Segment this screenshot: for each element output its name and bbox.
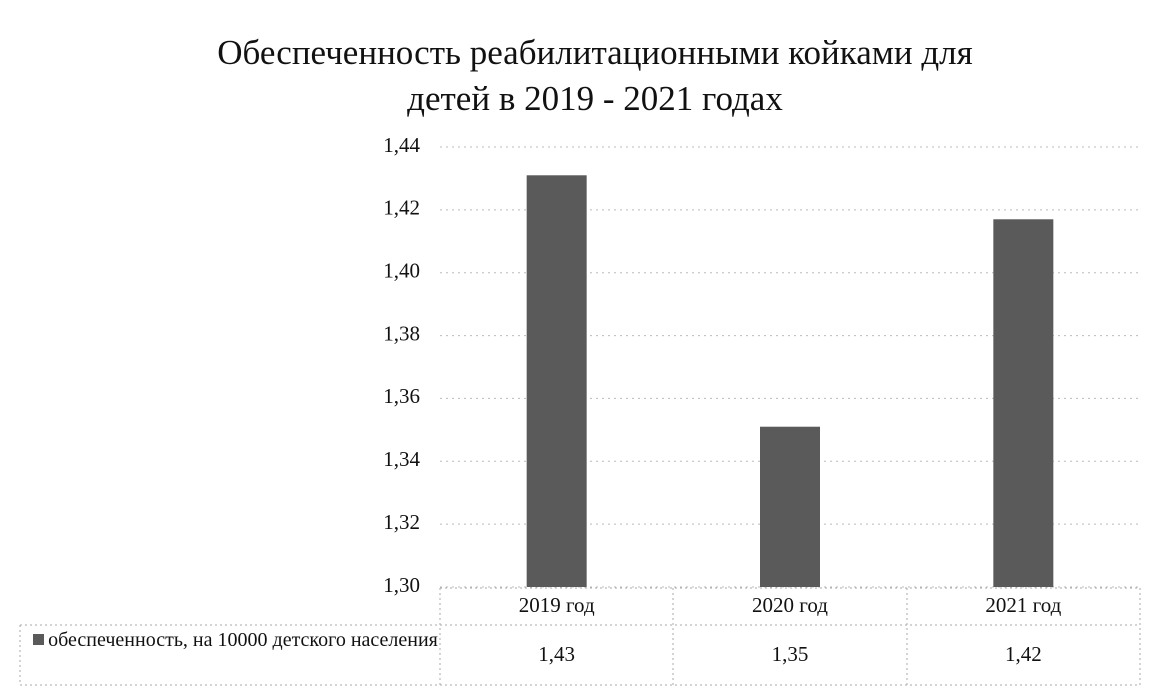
bar <box>526 175 587 588</box>
y-tick-label: 1,32 <box>383 510 420 534</box>
y-tick-label: 1,36 <box>383 384 420 408</box>
legend-key <box>33 634 45 645</box>
data-label: 1,42 <box>1005 642 1042 666</box>
x-tick-label: 2020 год <box>752 593 828 617</box>
y-tick-label: 1,38 <box>383 321 420 345</box>
y-tick-label: 1,30 <box>383 573 420 597</box>
x-tick-label: 2019 год <box>519 593 595 617</box>
legend-label: обеспеченность, на 10000 детского населе… <box>48 629 438 651</box>
chart-title: Обеспеченность реабилитационными койками… <box>217 33 973 118</box>
data-label: 1,43 <box>538 642 575 666</box>
y-tick-label: 1,44 <box>383 133 420 157</box>
bar <box>760 426 820 587</box>
data-label: 1,35 <box>772 642 809 666</box>
bar <box>993 219 1054 588</box>
legend-entry: обеспеченность, на 10000 детского населе… <box>28 627 443 653</box>
y-tick-label: 1,40 <box>383 259 420 283</box>
y-tick-label: 1,34 <box>383 447 420 471</box>
y-tick-label: 1,42 <box>383 196 420 220</box>
table-frame <box>19 587 1141 686</box>
x-tick-label: 2021 год <box>985 593 1061 617</box>
